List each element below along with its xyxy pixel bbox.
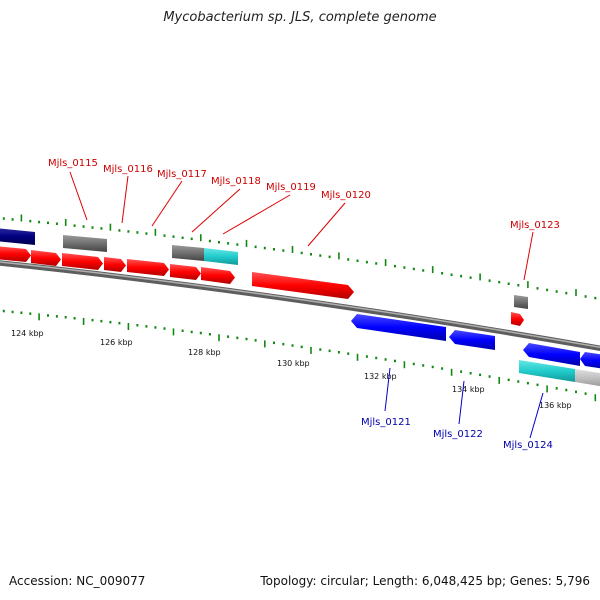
forward-strand-cds xyxy=(0,246,524,326)
cds-forward-mjls-0118[interactable] xyxy=(170,264,201,280)
forward-label-leaders xyxy=(69,171,534,281)
gene-label-mjls-0118[interactable]: Mjls_0118 xyxy=(211,176,261,187)
reverse-strand-cds xyxy=(351,314,600,369)
gene-label-mjls-0116[interactable]: Mjls_0116 xyxy=(103,164,153,175)
tick-label-126kbp: 126 kbp xyxy=(100,338,133,347)
tick-label-130kbp: 130 kbp xyxy=(277,359,310,368)
accession-label: Accession: NC_009077 xyxy=(9,574,146,588)
cds-forward-mjls-0116[interactable] xyxy=(62,253,103,270)
cds-reverse-mjls-0124[interactable] xyxy=(523,343,580,366)
cds-reverse-edge[interactable] xyxy=(580,352,600,369)
gene-label-mjls-0115[interactable]: Mjls_0115 xyxy=(48,158,98,169)
reverse-gene-labels: Mjls_0121 Mjls_0122 Mjls_0124 xyxy=(361,417,553,451)
cds-forward-mjls-0115[interactable] xyxy=(31,250,61,266)
cds-forward-mjls-0120[interactable] xyxy=(252,272,354,299)
feature-row-upper xyxy=(0,228,528,309)
gene-label-mjls-0121[interactable]: Mjls_0121 xyxy=(361,417,411,428)
gene-label-mjls-0123[interactable]: Mjls_0123 xyxy=(510,220,560,231)
feature-cyan-mjls-0119[interactable] xyxy=(204,248,238,265)
genome-summary: Topology: circular; Length: 6,048,425 bp… xyxy=(260,574,590,588)
feature-row-lower xyxy=(519,360,600,387)
tick-label-124kbp: 124 kbp xyxy=(11,329,44,338)
feature-gray-mjls-0118[interactable] xyxy=(172,245,204,261)
feature-gray-mjls-0116[interactable] xyxy=(63,235,107,252)
gene-label-mjls-0120[interactable]: Mjls_0120 xyxy=(321,190,371,201)
cds-reverse-mjls-0121[interactable] xyxy=(351,314,446,341)
cds-reverse-mjls-0122[interactable] xyxy=(449,330,495,350)
tick-row-lower xyxy=(2,309,597,402)
genome-backbone xyxy=(0,260,600,352)
feature-lightgray[interactable] xyxy=(575,369,600,387)
tick-label-134kbp: 134 kbp xyxy=(452,385,485,394)
cds-forward-mjls-0119[interactable] xyxy=(201,267,235,284)
scale-labels: 124 kbp 126 kbp 128 kbp 130 kbp 132 kbp … xyxy=(11,329,572,410)
forward-gene-labels: Mjls_0115 Mjls_0116 Mjls_0117 Mjls_0118 … xyxy=(48,158,560,231)
feature-gray-mjls-0123[interactable] xyxy=(514,295,528,309)
gene-label-mjls-0122[interactable]: Mjls_0122 xyxy=(433,429,483,440)
tick-label-132kbp: 132 kbp xyxy=(364,372,397,381)
cds-forward-mjls-0117b[interactable] xyxy=(127,259,169,276)
tick-label-136kbp: 136 kbp xyxy=(539,401,572,410)
gene-label-mjls-0119[interactable]: Mjls_0119 xyxy=(266,182,316,193)
gene-label-mjls-0124[interactable]: Mjls_0124 xyxy=(503,440,553,451)
tick-row-upper xyxy=(2,214,597,300)
cds-forward-mjls-0123[interactable] xyxy=(511,312,524,326)
tick-label-128kbp: 128 kbp xyxy=(188,348,221,357)
gene-label-mjls-0117[interactable]: Mjls_0117 xyxy=(157,169,207,180)
map-title: Mycobacterium sp. JLS, complete genome xyxy=(163,10,437,25)
reverse-label-leaders xyxy=(384,367,544,439)
feature-navy[interactable] xyxy=(0,228,35,245)
cds-forward-1[interactable] xyxy=(0,246,31,262)
feature-cyan-mjls-0124[interactable] xyxy=(519,360,575,382)
cds-forward-mjls-0117[interactable] xyxy=(104,257,126,272)
